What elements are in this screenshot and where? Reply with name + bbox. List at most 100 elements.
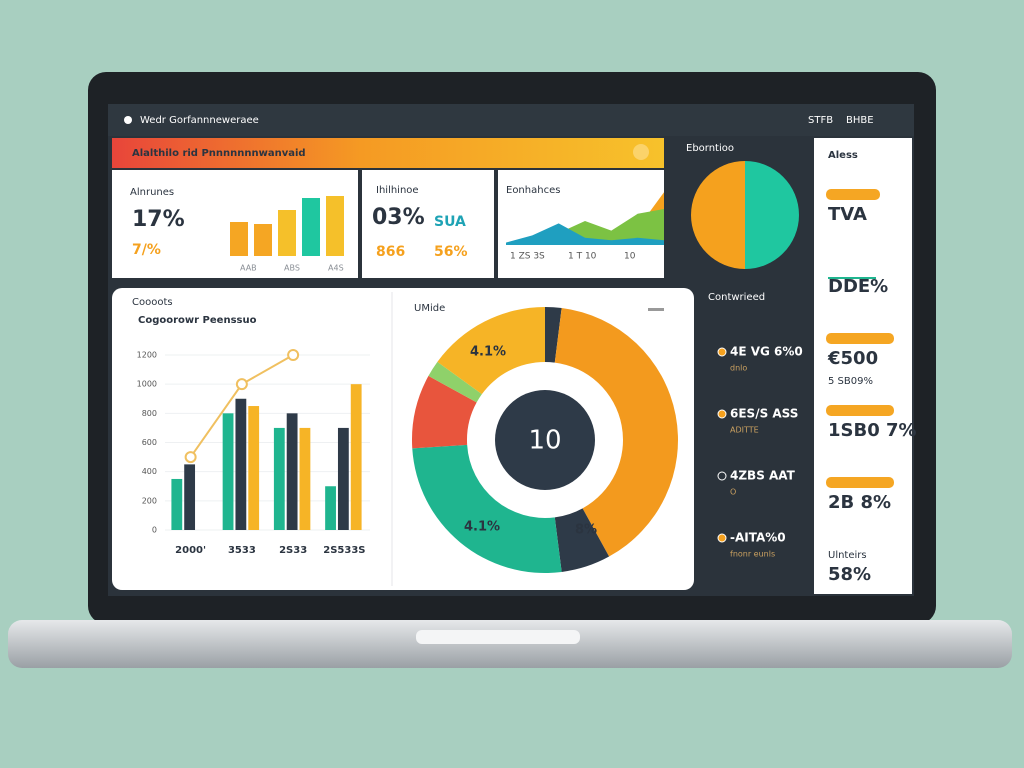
item-note: dnlo — [730, 364, 747, 373]
area — [506, 223, 664, 245]
stat-value: 2B 8% — [828, 492, 891, 513]
item-label: 6ES/S ASS — [730, 407, 798, 421]
side-title: Eborntioo — [686, 143, 734, 154]
y-tick-label: 1200 — [137, 351, 157, 360]
chart-title: UMide — [414, 303, 445, 314]
card-sub: 56% — [434, 244, 468, 260]
bar — [302, 198, 320, 256]
x-tick-label: 2000' — [175, 545, 206, 556]
card-value: SUA — [434, 214, 466, 230]
bar — [222, 413, 234, 530]
pie-slice — [554, 508, 610, 572]
pill — [826, 333, 894, 344]
bar — [184, 464, 196, 530]
bar — [171, 478, 183, 530]
x-tick-label: 1 T 10 — [568, 252, 597, 262]
pie-slice — [412, 444, 562, 573]
item-note: fnonr eunls — [730, 550, 775, 559]
bar — [299, 427, 311, 530]
x-tick-label: ABS — [284, 264, 300, 273]
side-subtitle: Contwrieed — [708, 292, 765, 303]
stat-value: DDE% — [828, 276, 888, 297]
banner — [112, 138, 664, 168]
trend-point — [184, 451, 197, 464]
item-label: -AITA%0 — [730, 531, 786, 545]
bar — [325, 486, 336, 530]
trend-point — [235, 378, 248, 391]
donut-center: 10 — [528, 426, 561, 456]
item-icon — [717, 471, 727, 481]
bar — [254, 224, 272, 256]
bar — [286, 413, 298, 530]
pie-slice — [554, 308, 679, 557]
card-label: Eonhahces — [506, 185, 560, 196]
x-tick-label: 2S533S — [323, 545, 365, 556]
y-tick-label: 1000 — [137, 380, 157, 389]
donut-hole — [495, 390, 595, 490]
donut-label: 8% — [575, 523, 597, 538]
x-tick-label: 2S33 — [279, 545, 307, 556]
chart-title: Coooots — [132, 297, 173, 308]
chart-subtitle: Cogoorowr Peenssuo — [138, 315, 257, 326]
y-tick-label: 600 — [142, 438, 157, 447]
bar — [230, 222, 248, 256]
menu-icon[interactable] — [648, 308, 664, 311]
donut-label: 4.1% — [470, 345, 506, 360]
bar — [326, 196, 344, 256]
bar — [350, 384, 362, 530]
stat-value: TVA — [828, 204, 867, 225]
stats-panel — [814, 138, 912, 594]
item-note: O — [730, 488, 736, 497]
bar — [248, 406, 260, 530]
item-icon — [717, 409, 727, 419]
top-bar — [108, 104, 914, 136]
y-tick-label: 400 — [142, 467, 157, 476]
stat-sub: Ulnteirs — [828, 550, 867, 561]
pill — [826, 477, 894, 488]
pie-slice — [437, 307, 545, 395]
pill — [826, 189, 880, 200]
banner-title: Alalthilo rid Pnnnnnnnwanvaid — [132, 148, 306, 159]
stat-value: 1SB0 7% — [828, 420, 917, 441]
card-label: Ihilhinoe — [376, 185, 419, 196]
pie-slice — [412, 375, 477, 449]
item-icon — [717, 347, 727, 357]
item-label: 4ZBS AAT — [730, 469, 796, 483]
nav-link[interactable]: BHBE — [846, 115, 874, 126]
stat-value: €500 — [827, 348, 878, 369]
bar — [337, 427, 349, 530]
x-tick-label: 1 ZS 3S — [510, 252, 545, 262]
y-tick-label: 800 — [142, 409, 157, 418]
nav-link[interactable]: STFB — [808, 115, 833, 126]
donut-label: 4.1% — [464, 520, 500, 535]
item-note: ADITTE — [730, 426, 759, 435]
card-sub: 866 — [376, 244, 405, 260]
trend-point — [287, 349, 300, 361]
card-value: 03% — [372, 205, 425, 230]
card — [362, 170, 494, 278]
y-tick-label: 200 — [142, 496, 157, 505]
trackpad-notch — [416, 630, 580, 644]
card-value: 17% — [132, 207, 185, 232]
item-icon — [717, 533, 727, 543]
pie-slice — [545, 307, 562, 363]
banner-icon[interactable] — [633, 144, 649, 160]
card-label: Alnrunes — [130, 187, 174, 198]
bar — [278, 210, 296, 256]
card-sub: 7/% — [132, 242, 161, 258]
x-tick-label: 10 — [624, 252, 636, 262]
stat-sub: 5 SB09% — [828, 376, 873, 387]
bar — [273, 427, 285, 530]
stats-title: Aless — [828, 150, 858, 161]
pie-slice — [691, 161, 745, 269]
x-tick-label: A4S — [328, 264, 344, 273]
x-tick-label: AAB — [240, 264, 257, 273]
item-label: 4E VG 6%0 — [730, 345, 803, 359]
y-tick-label: 0 — [152, 526, 157, 535]
pie-slice — [428, 361, 482, 403]
logo — [124, 116, 132, 124]
pie-slice — [745, 161, 799, 269]
